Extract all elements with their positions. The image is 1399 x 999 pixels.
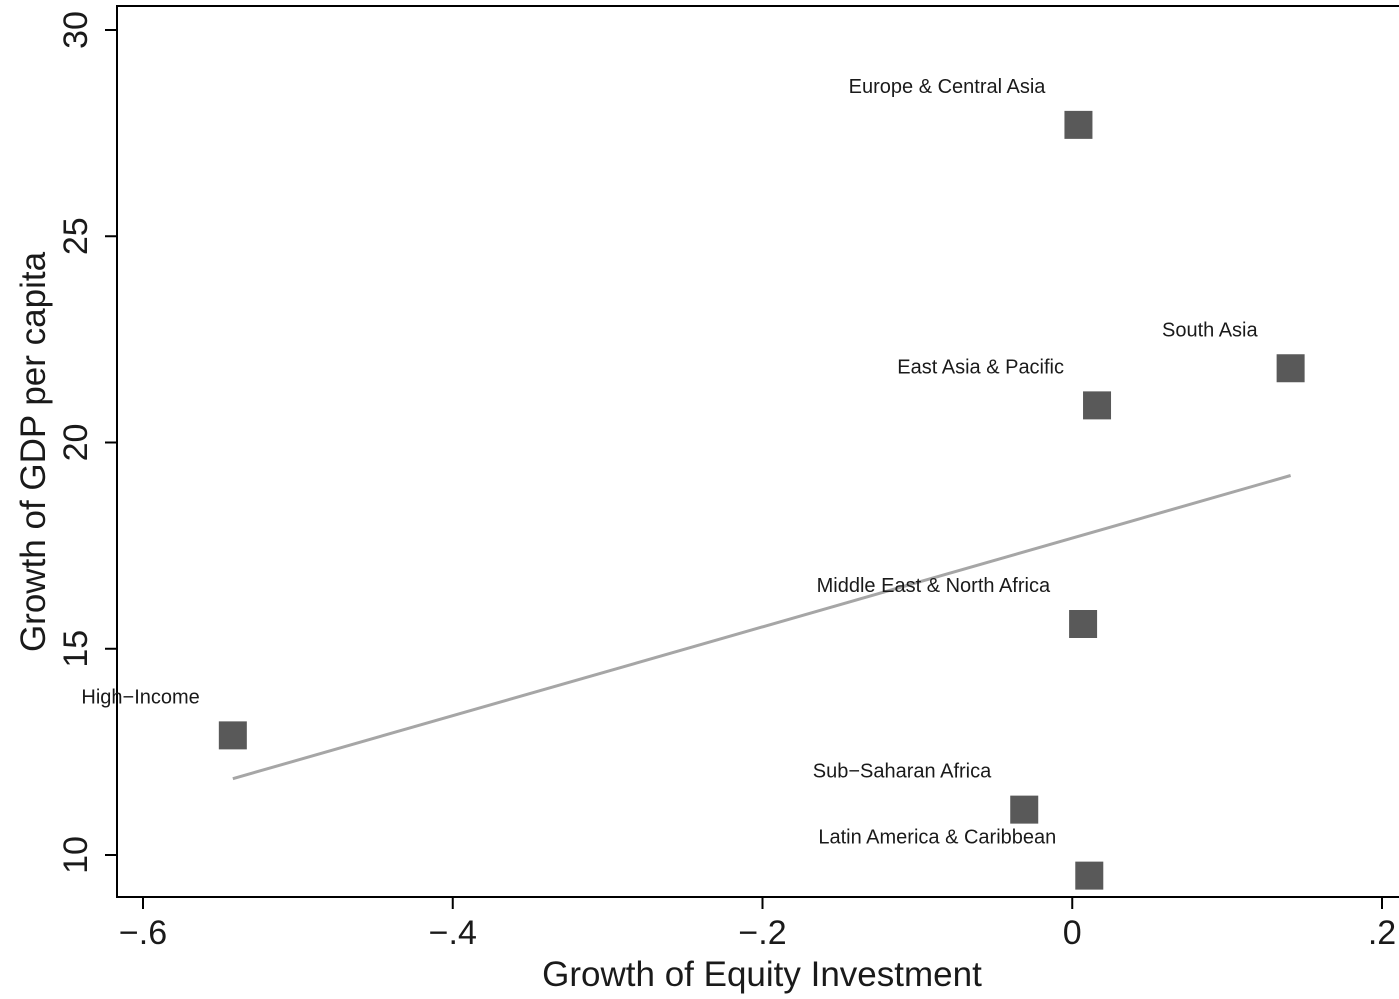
- point-labels-group: Europe & Central Asia South Asia East Asia…: [81, 76, 1258, 849]
- y-tick-label: 10: [57, 836, 95, 874]
- fit-line-group: [232, 474, 1292, 781]
- data-point: [1075, 861, 1104, 890]
- point-label: Latin America & Caribbean: [818, 827, 1056, 849]
- y-tick-label: 20: [57, 424, 95, 462]
- data-point: [1083, 391, 1112, 420]
- x-axis-title: Growth of Equity Investment: [542, 955, 982, 994]
- axes: [116, 5, 1399, 898]
- y-axis-title: Growth of GDP per capita: [14, 251, 53, 652]
- point-label: Middle East & North Africa: [817, 575, 1051, 597]
- point-label: Europe & Central Asia: [849, 76, 1047, 98]
- y-tick-label: 30: [57, 11, 95, 49]
- point-label: High−Income: [81, 686, 199, 708]
- point-label: East Asia & Pacific: [897, 356, 1064, 378]
- points-group: [218, 110, 1305, 890]
- y-tick-label: 25: [57, 217, 95, 255]
- y-axis-ticks: 10 15 20 25 30: [57, 11, 117, 874]
- x-tick-label: .2: [1368, 914, 1396, 952]
- point-label: South Asia: [1162, 319, 1259, 341]
- point-label: Sub−Saharan Africa: [813, 761, 992, 783]
- data-point: [1069, 610, 1098, 638]
- x-axis-ticks: −.6 −.4 −.2 0 .2: [119, 897, 1396, 952]
- data-point: [1276, 354, 1305, 383]
- x-tick-label: −.4: [429, 914, 477, 952]
- fit-line: [232, 474, 1292, 781]
- x-tick-label: 0: [1063, 914, 1082, 952]
- x-tick-label: −.6: [119, 914, 167, 952]
- y-tick-label: 15: [57, 630, 95, 668]
- x-tick-label: −.2: [738, 914, 786, 952]
- data-point: [1064, 110, 1093, 139]
- data-point: [1010, 795, 1039, 824]
- data-point: [218, 721, 247, 750]
- plot-frame: [116, 5, 1399, 898]
